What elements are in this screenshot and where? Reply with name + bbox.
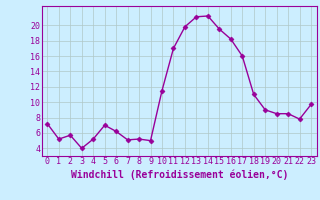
X-axis label: Windchill (Refroidissement éolien,°C): Windchill (Refroidissement éolien,°C) (70, 169, 288, 180)
